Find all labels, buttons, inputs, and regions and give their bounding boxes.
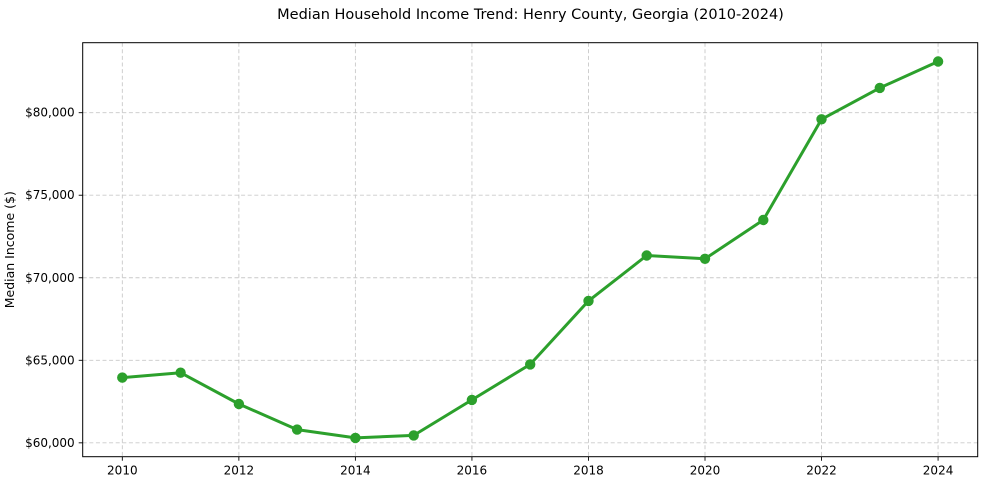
y-axis-label: Median Income ($) xyxy=(2,191,17,308)
x-tick-label: 2024 xyxy=(923,464,954,478)
y-tick-label: $80,000 xyxy=(25,106,75,120)
data-point-2023 xyxy=(874,82,885,94)
y-tick-label: $75,000 xyxy=(25,188,75,202)
x-tick-label: 2010 xyxy=(107,464,138,478)
y-tick-label: $60,000 xyxy=(25,436,75,450)
data-point-2013 xyxy=(291,424,303,435)
data-point-2019 xyxy=(641,250,652,261)
x-tick-label: 2020 xyxy=(690,464,721,478)
data-point-2024 xyxy=(932,56,944,67)
data-point-2011 xyxy=(175,367,186,378)
x-tick-label: 2022 xyxy=(806,464,837,478)
data-point-2022 xyxy=(816,114,827,125)
x-tick-label: 2012 xyxy=(224,464,255,478)
data-point-2018 xyxy=(583,295,594,307)
trend-line xyxy=(120,60,940,440)
x-tick-label: 2016 xyxy=(457,464,488,478)
plot-border xyxy=(82,42,979,458)
data-point-2020 xyxy=(699,253,711,264)
data-point-2015 xyxy=(408,430,419,441)
data-point-2014 xyxy=(350,432,361,444)
data-point-2016 xyxy=(466,394,478,406)
x-tick-label: 2014 xyxy=(340,464,371,478)
chart-title: Median Household Income Trend: Henry Cou… xyxy=(277,7,784,23)
data-point-2010 xyxy=(117,372,128,383)
y-tick-label: $65,000 xyxy=(25,353,75,367)
data-point-2021 xyxy=(758,214,769,226)
data-point-2017 xyxy=(525,359,536,370)
x-tick-label: 2018 xyxy=(573,464,604,478)
y-tick-label: $70,000 xyxy=(25,271,75,285)
data-point-2012 xyxy=(233,398,245,410)
